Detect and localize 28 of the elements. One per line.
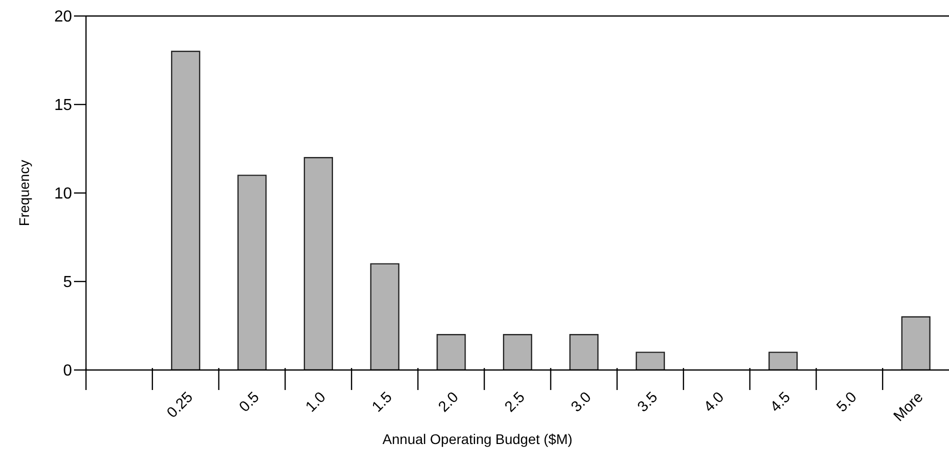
x-tick-label: 4.0: [700, 388, 728, 416]
bar: [304, 157, 334, 370]
bar: [436, 334, 466, 370]
bar: [171, 50, 200, 370]
x-tick-label: 0.5: [236, 388, 263, 416]
y-tick-label: 15: [54, 97, 72, 114]
bar: [636, 352, 665, 370]
y-axis-title: Frequency: [16, 160, 32, 226]
x-axis-title: Annual Operating Budget ($M): [382, 431, 572, 447]
x-tick-label: 0.25: [164, 388, 196, 422]
x-tick-label: 4.5: [767, 388, 794, 416]
x-tick-label: 3.0: [568, 388, 595, 416]
bar: [370, 263, 400, 370]
x-tick-label: 2.5: [502, 388, 528, 416]
bar: [502, 334, 532, 370]
bar: [901, 316, 930, 370]
x-tick-label: 1.0: [302, 388, 330, 416]
y-tick-label: 20: [54, 8, 72, 26]
x-tick-label: 2.0: [435, 388, 462, 416]
y-tick-label: 0: [63, 362, 72, 380]
bar: [569, 334, 599, 370]
bar: [768, 352, 798, 370]
x-tick-label: 3.5: [634, 388, 662, 416]
y-tick-label: 5: [63, 274, 72, 292]
x-tick-label: 5.0: [833, 388, 860, 416]
bar: [237, 174, 267, 370]
x-tick-label: 1.5: [368, 388, 396, 416]
y-tick-label: 10: [54, 186, 72, 203]
